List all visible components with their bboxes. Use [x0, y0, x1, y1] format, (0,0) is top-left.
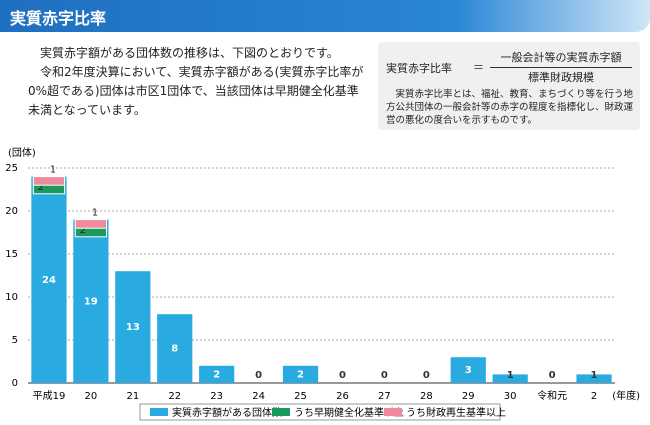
x-tick-label: 26 [336, 391, 349, 402]
bar [73, 219, 109, 383]
formula-denominator: 標準財政規模 [528, 71, 594, 84]
value-label: 2 [213, 369, 220, 380]
value-label: 8 [171, 344, 178, 355]
formula-box: 実質赤字比率 ＝ 一般会計等の実質赤字額 標準財政規模 実質赤字比率とは、福祉、… [378, 42, 640, 130]
value-label: 0 [339, 370, 346, 381]
x-tick-label: 28 [420, 391, 433, 402]
paragraph: 実質赤字額がある団体数の推移は、下図のとおりです。 [40, 46, 339, 60]
intro: 実質赤字額がある団体数の推移は、下図のとおりです。 令和2年度決算において、実質… [28, 44, 368, 120]
value-label: 0 [381, 370, 388, 381]
bar [115, 271, 151, 383]
legend-box [139, 403, 501, 421]
x-tick-label: 25 [294, 391, 307, 402]
bar [492, 374, 528, 383]
x-axis-label: (年度) [612, 389, 640, 402]
bar [199, 365, 235, 383]
value-label: 3 [465, 365, 472, 376]
x-tick-label: 29 [462, 391, 475, 402]
value-label: 19 [84, 296, 98, 307]
banner: 実質赤字比率 [0, 0, 650, 32]
x-tick-label: 22 [168, 391, 181, 402]
value-label: 0 [423, 370, 430, 381]
bar [31, 176, 67, 383]
value-label: 1 [50, 165, 56, 176]
y-tick-label: 20 [5, 206, 18, 217]
sub-bar [74, 219, 108, 229]
value-label: 2 [80, 225, 86, 236]
bar [282, 365, 319, 383]
y-tick-label: 15 [5, 249, 18, 260]
x-tick-label: 令和元 [537, 389, 567, 402]
value-label: 0 [549, 370, 556, 381]
y-tick-label: 25 [5, 163, 18, 174]
x-tick-label: 27 [378, 391, 391, 402]
x-tick-label: 24 [252, 391, 265, 402]
x-tick-label: 2 [591, 391, 597, 402]
sub-bar [32, 176, 66, 186]
y-tick-label: 5 [12, 335, 18, 346]
bar [576, 374, 612, 383]
legend-label: うち早期健全化基準以上 [294, 406, 404, 419]
formula-note: 実質赤字比率とは、福祉、教育、まちづくり等を行う地方公共団体の一般会計等の赤字の… [386, 89, 634, 126]
x-tick-label: 20 [85, 391, 98, 402]
paragraph: 令和2年度決算において、実質赤字額がある(実質赤字比率が0%超である)団体は市区… [28, 65, 364, 117]
bar [157, 314, 193, 383]
x-tick-label: 21 [126, 391, 139, 402]
legend-label: うち財政再生基準以上 [406, 406, 506, 419]
value-label: 13 [126, 322, 140, 333]
page-title: 実質赤字比率 [10, 9, 107, 28]
x-tick-label: 30 [504, 391, 517, 402]
value-label: 2 [297, 369, 304, 380]
value-label: 24 [42, 275, 56, 286]
y-tick-label: 0 [12, 378, 18, 389]
formula-numerator: 一般会計等の実質赤字額 [490, 49, 632, 68]
legend-swatch [272, 408, 290, 416]
legend-swatch [150, 408, 168, 416]
value-label: 1 [591, 370, 598, 381]
bar [450, 357, 486, 383]
legend-label: 実質赤字額がある団体数 [172, 406, 282, 419]
x-tick-label: 23 [210, 391, 223, 402]
value-label: 1 [507, 370, 514, 381]
legend-swatch [384, 408, 402, 416]
y-axis-label: (団体) [8, 147, 36, 159]
formula-left: 実質赤字比率 [386, 62, 452, 75]
value-label: 1 [92, 208, 98, 219]
x-tick-label: 平成19 [33, 390, 66, 402]
value-label: 2 [38, 182, 44, 193]
y-tick-label: 10 [5, 292, 18, 303]
value-label: 0 [255, 370, 262, 381]
formula-eq: ＝ [473, 61, 484, 74]
